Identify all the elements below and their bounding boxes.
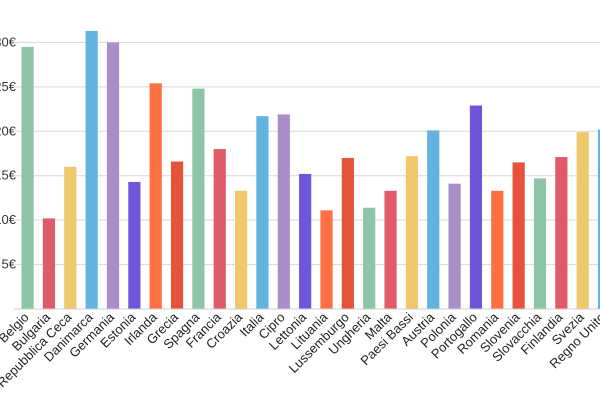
bar-slovenia xyxy=(512,162,525,309)
bar-germania xyxy=(106,42,120,310)
bar-lettonia xyxy=(299,173,312,309)
bar-francia xyxy=(213,149,226,309)
y-tick-label: 10€ xyxy=(0,212,17,227)
bar-lussemburgo xyxy=(341,157,354,309)
bar-polonia xyxy=(448,183,461,309)
y-tick-label: 5€ xyxy=(2,257,17,272)
bar-repubblica-ceca xyxy=(64,166,77,309)
bar-croazia xyxy=(235,190,248,309)
bar-paesi-bassi xyxy=(405,156,418,309)
bar-slovacchia xyxy=(533,178,547,309)
bar-romania xyxy=(491,190,504,309)
bar-danimarca xyxy=(85,30,98,310)
bar-lituania xyxy=(320,210,333,309)
bar-estonia xyxy=(128,181,141,309)
bar-belgio xyxy=(21,46,34,309)
y-tick-label: 15€ xyxy=(0,168,17,183)
bar-austria xyxy=(427,130,440,309)
bar-grecia xyxy=(170,161,184,309)
bar-ungheria xyxy=(363,207,376,309)
bar-svezia xyxy=(576,132,589,309)
bar-malta xyxy=(384,190,397,309)
bar-bulgaria xyxy=(42,218,56,309)
bar-finlandia xyxy=(555,157,568,309)
bar-irlanda xyxy=(149,83,162,309)
y-tick-label: 20€ xyxy=(0,123,17,138)
bar-portogallo xyxy=(469,105,483,309)
bar-layer xyxy=(21,30,600,310)
y-tick-label: 30€ xyxy=(0,34,17,49)
bar-cipro xyxy=(277,114,290,309)
bar-italia xyxy=(256,116,269,310)
y-tick-label: 25€ xyxy=(0,79,17,94)
axis-layer: 5€ 10€ 15€ 20€ 25€ 30€ xyxy=(0,34,600,310)
bar-spagna xyxy=(192,88,205,310)
bar-regno-unito xyxy=(597,129,600,309)
